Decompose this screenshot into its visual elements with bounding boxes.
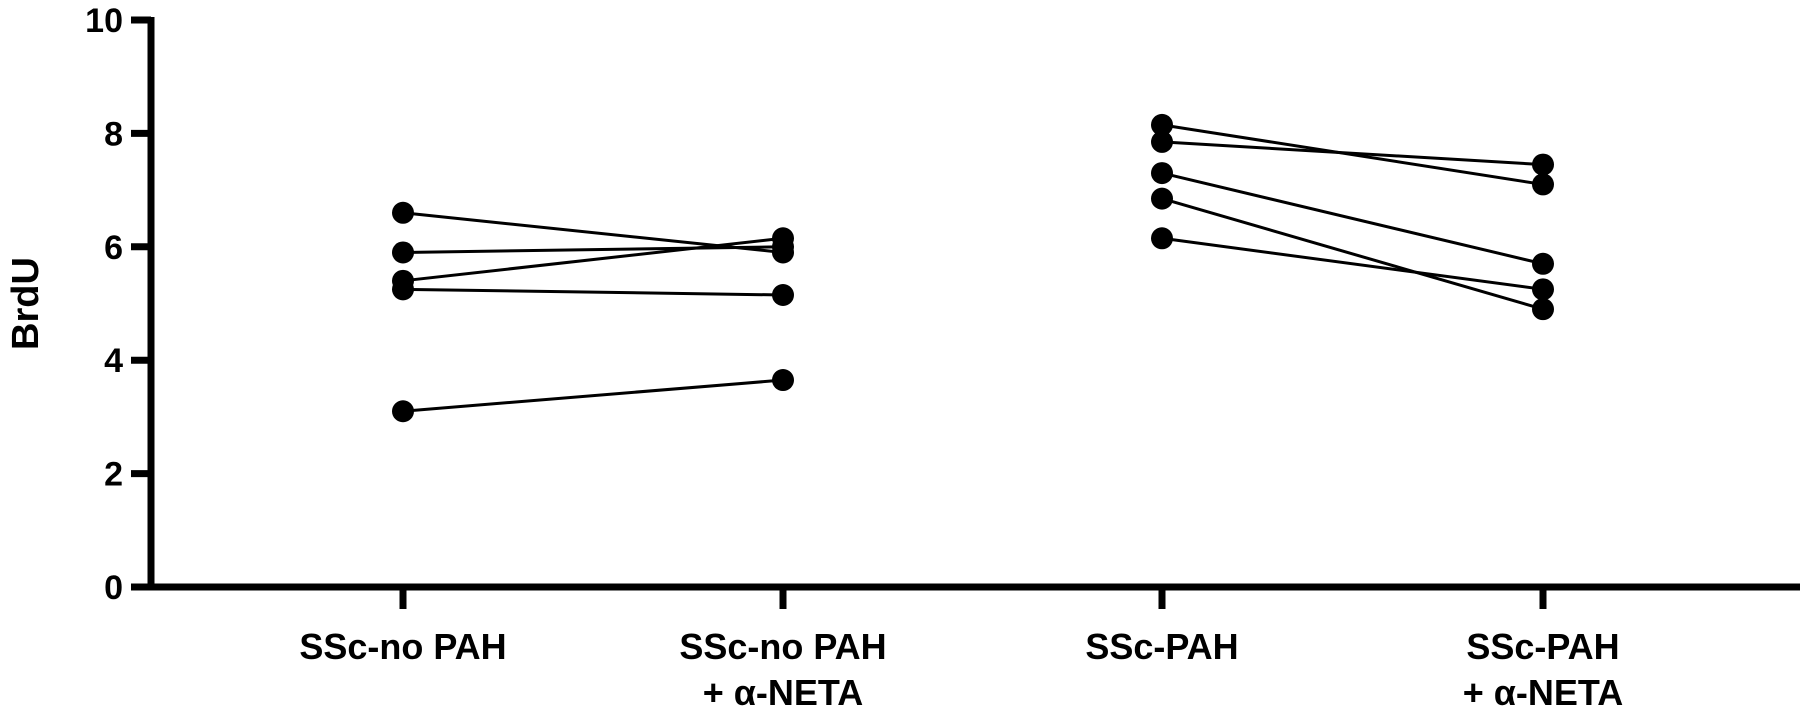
pair-line bbox=[402, 245, 784, 254]
data-point bbox=[1532, 173, 1554, 196]
data-point bbox=[1151, 187, 1173, 210]
y-tick-label: 4 bbox=[104, 342, 123, 380]
x-tick-label: SSc-no PAH bbox=[679, 626, 886, 667]
data-point bbox=[392, 278, 414, 301]
data-point bbox=[772, 227, 794, 250]
x-tick-label: SSc-PAH bbox=[1085, 626, 1238, 667]
axes bbox=[131, 16, 1800, 609]
data-point bbox=[1151, 162, 1173, 185]
y-tick-label: 8 bbox=[104, 115, 123, 153]
data-point bbox=[1532, 252, 1554, 275]
data-point bbox=[772, 283, 794, 306]
x-tick-label: SSc-PAH bbox=[1466, 626, 1619, 667]
x-tick-label: + α-NETA bbox=[703, 672, 863, 711]
data-point bbox=[1151, 113, 1173, 136]
data-point bbox=[392, 400, 414, 423]
data-point bbox=[1532, 278, 1554, 301]
y-tick-label: 0 bbox=[104, 569, 123, 607]
y-tick-label: 6 bbox=[104, 229, 123, 267]
pair-line bbox=[1161, 140, 1544, 167]
data-point bbox=[392, 201, 414, 224]
pair-line bbox=[1161, 236, 1544, 291]
data-point bbox=[1532, 153, 1554, 176]
y-tick-label: 10 bbox=[85, 2, 123, 40]
x-tick-label: + α-NETA bbox=[1463, 672, 1623, 711]
pair-line bbox=[1161, 171, 1544, 266]
pair-line bbox=[1161, 197, 1544, 311]
pair-line bbox=[402, 287, 784, 297]
data-point bbox=[392, 241, 414, 264]
y-axis-title: BrdU bbox=[5, 257, 47, 350]
y-tick-label: 2 bbox=[104, 456, 123, 494]
data-points bbox=[392, 113, 1554, 423]
data-point bbox=[1151, 130, 1173, 153]
data-point bbox=[1151, 227, 1173, 250]
pair-lines bbox=[402, 123, 1544, 413]
pair-line bbox=[402, 236, 784, 283]
axis-labels: 0 2 4 6 8 10 SSc-no PAH SSc-no PAH + α-NETA SSc-P… bbox=[5, 2, 1623, 711]
data-point bbox=[1532, 298, 1554, 321]
pair-line bbox=[402, 378, 784, 413]
data-point bbox=[772, 369, 794, 392]
x-tick-label: SSc-no PAH bbox=[299, 626, 506, 667]
